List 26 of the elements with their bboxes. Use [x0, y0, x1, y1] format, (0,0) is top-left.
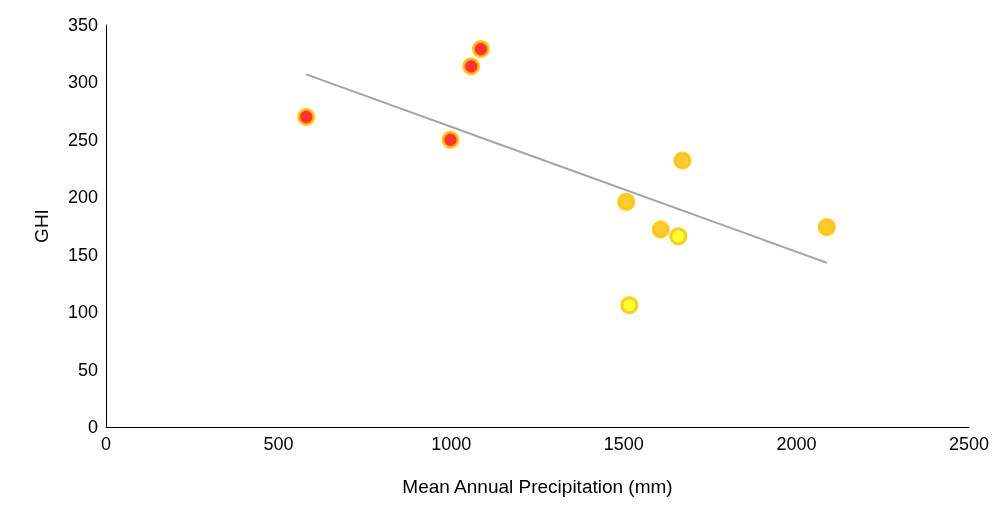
x-tick-label: 500	[263, 434, 294, 454]
y-tick-label: 100	[67, 302, 98, 323]
point	[441, 130, 460, 149]
y-tick-label: 200	[67, 187, 98, 208]
x-tick-label: 2000	[776, 434, 817, 454]
y-tick-label: 150	[67, 244, 98, 265]
point	[673, 151, 692, 170]
y-tick-label: 0	[87, 417, 98, 437]
x-axis-title: Mean Annual Precipitation (mm)	[402, 476, 673, 497]
point	[651, 220, 670, 239]
x-tick-label: 0	[100, 434, 112, 454]
point	[817, 218, 836, 237]
x-tick-label: 1000	[431, 434, 472, 454]
point	[620, 296, 639, 315]
point	[669, 227, 688, 246]
y-tick-label: 350	[67, 15, 98, 35]
y-tick-label: 250	[67, 129, 98, 150]
y-tick-label: 50	[77, 359, 98, 380]
y-tick-label: 300	[67, 72, 98, 93]
x-tick-label: 1500	[603, 434, 644, 454]
y-axis-title: GHI	[31, 209, 52, 243]
point	[462, 57, 481, 76]
point	[471, 40, 490, 59]
x-tick-label: 2500	[948, 434, 990, 454]
point	[617, 192, 636, 211]
point	[297, 107, 316, 126]
